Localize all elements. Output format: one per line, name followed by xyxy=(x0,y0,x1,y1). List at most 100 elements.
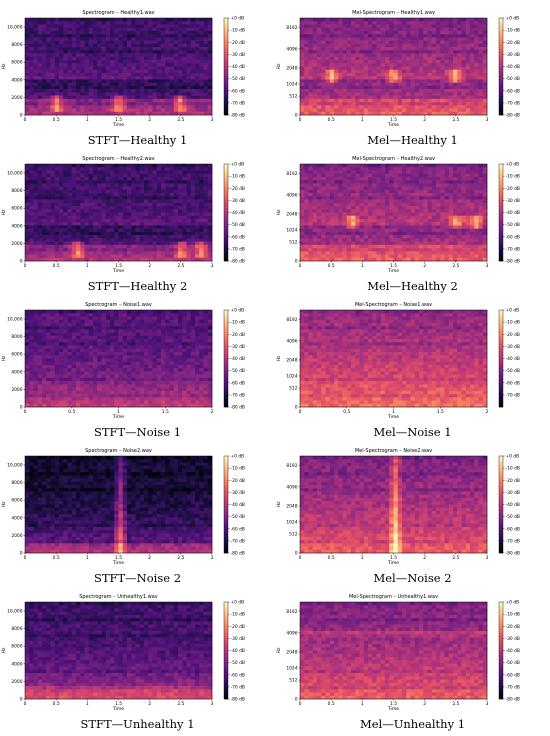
heatmap-cell xyxy=(114,96,119,100)
heatmap-cell xyxy=(144,76,149,80)
heatmap-cell xyxy=(199,44,204,48)
heatmap-cell xyxy=(51,47,56,51)
heatmap-cell xyxy=(131,177,136,181)
heatmap-cell xyxy=(423,206,428,210)
heatmap-cell xyxy=(466,21,471,25)
heatmap-cell xyxy=(187,18,192,22)
heatmap-cell xyxy=(381,28,386,32)
heatmap-cell xyxy=(97,196,102,200)
heatmap-cell xyxy=(334,63,339,67)
heatmap-cell xyxy=(355,203,360,207)
heatmap-cell xyxy=(25,248,30,252)
heatmap-cell xyxy=(321,213,326,217)
heatmap-cell xyxy=(131,248,136,252)
heatmap-cell xyxy=(51,41,56,45)
heatmap-cell xyxy=(334,109,339,113)
heatmap-cell xyxy=(309,170,314,174)
heatmap-cell xyxy=(381,102,386,106)
heatmap-cell xyxy=(136,219,141,223)
heatmap-cell xyxy=(187,83,192,87)
heatmap-cell xyxy=(419,105,424,109)
heatmap-cell xyxy=(102,73,107,77)
heatmap-cell xyxy=(462,44,467,48)
heatmap-cell xyxy=(89,79,94,83)
heatmap-cell xyxy=(97,251,102,255)
heatmap-cell xyxy=(51,63,56,67)
heatmap-cell xyxy=(59,174,64,178)
heatmap-cell xyxy=(119,203,124,207)
heatmap-cell xyxy=(199,50,204,54)
heatmap-cell xyxy=(453,83,458,87)
heatmap-cell xyxy=(110,18,115,22)
heatmap-cell xyxy=(102,164,107,168)
heatmap-cell xyxy=(304,89,309,93)
heatmap-cell xyxy=(313,44,318,48)
heatmap-cell xyxy=(449,86,454,90)
heatmap-cell xyxy=(195,187,200,191)
heatmap-cell xyxy=(199,183,204,187)
heatmap-cell xyxy=(76,83,81,87)
heatmap-cell xyxy=(440,86,445,90)
heatmap-cell xyxy=(34,21,39,25)
heatmap-cell xyxy=(317,105,322,109)
heatmap-cell xyxy=(389,216,394,220)
heatmap-cell xyxy=(136,167,141,171)
heatmap-cell xyxy=(423,92,428,96)
heatmap-cell xyxy=(72,37,77,41)
heatmap-cell xyxy=(165,229,170,233)
heatmap-cell xyxy=(364,79,369,83)
heatmap-cell xyxy=(445,50,450,54)
heatmap-cell xyxy=(453,209,458,213)
heatmap-cell xyxy=(85,219,90,223)
heatmap-cell xyxy=(355,92,360,96)
heatmap-cell xyxy=(208,235,213,239)
heatmap-cell xyxy=(326,200,331,204)
heatmap-cell xyxy=(144,213,149,217)
heatmap-cell xyxy=(80,21,85,25)
heatmap-cell xyxy=(72,200,77,204)
heatmap-cell xyxy=(411,203,416,207)
heatmap-cell xyxy=(440,174,445,178)
heatmap-cell xyxy=(51,18,56,22)
heatmap-cell xyxy=(85,18,90,22)
heatmap-cell xyxy=(51,238,56,242)
heatmap-cell xyxy=(330,57,335,61)
heatmap-cell xyxy=(157,67,162,71)
heatmap-cell xyxy=(457,76,462,80)
heatmap-cell xyxy=(338,54,343,58)
heatmap-cell xyxy=(51,167,56,171)
heatmap-cell xyxy=(360,21,365,25)
heatmap-cell xyxy=(338,96,343,100)
heatmap-cell xyxy=(123,21,128,25)
heatmap-cell xyxy=(59,177,64,181)
heatmap-cell xyxy=(191,170,196,174)
heatmap-cell xyxy=(97,219,102,223)
heatmap-cell xyxy=(144,206,149,210)
heatmap-cell xyxy=(470,31,475,35)
heatmap-cell xyxy=(432,18,437,22)
heatmap-cell xyxy=(428,86,433,90)
heatmap-cell xyxy=(304,79,309,83)
heatmap-cell xyxy=(445,67,450,71)
heatmap-cell xyxy=(191,47,196,51)
heatmap-cell xyxy=(355,174,360,178)
heatmap-cell xyxy=(157,86,162,90)
heatmap-cell xyxy=(140,86,145,90)
heatmap-cell xyxy=(136,28,141,32)
heatmap-cell xyxy=(462,92,467,96)
heatmap-cell xyxy=(46,34,51,38)
heatmap-cell xyxy=(208,67,213,71)
heatmap-cell xyxy=(364,196,369,200)
heatmap-cell xyxy=(34,44,39,48)
heatmap-cell xyxy=(317,177,322,181)
heatmap-cell xyxy=(204,67,209,71)
heatmap-cell xyxy=(445,41,450,45)
heatmap-cell xyxy=(394,99,399,103)
heatmap-cell xyxy=(191,109,196,113)
heatmap-cell xyxy=(127,105,132,109)
heatmap-cell xyxy=(398,76,403,80)
heatmap-cell xyxy=(347,47,352,51)
heatmap-cell xyxy=(385,187,390,191)
